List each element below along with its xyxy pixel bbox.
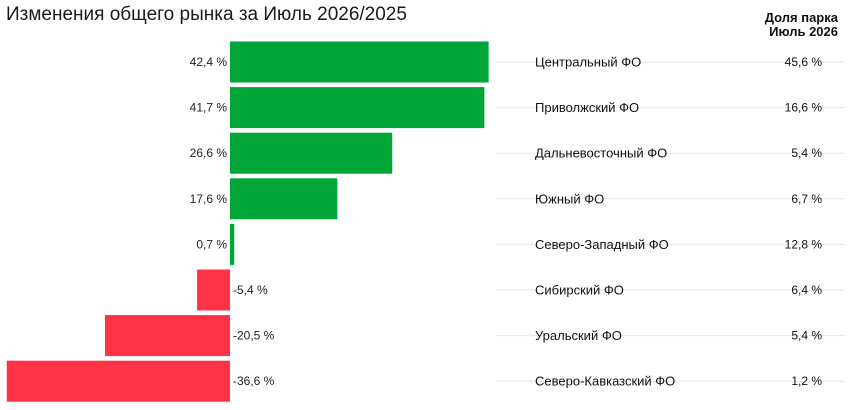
share-value: 45,6 %	[785, 55, 823, 69]
share-value: 12,8 %	[785, 237, 823, 251]
data-label: 26,6 %	[190, 146, 228, 160]
share-value: 5,4 %	[791, 146, 822, 160]
bar	[197, 269, 230, 311]
data-label: 41,7 %	[190, 101, 228, 115]
bar	[230, 178, 338, 220]
bar	[6, 360, 230, 402]
category-label: Дальневосточный ФО	[535, 146, 667, 161]
category-label: Северо-Кавказский ФО	[535, 374, 675, 389]
bar	[230, 223, 235, 265]
share-value: 16,6 %	[785, 101, 823, 115]
chart-title: Изменения общего рынка за Июль 2026/2025	[6, 4, 407, 25]
category-label: Центральный ФО	[535, 55, 641, 70]
share-value: 5,4 %	[791, 329, 822, 343]
share-header-line-1: Доля парка	[764, 10, 838, 25]
category-label: Южный ФО	[535, 191, 604, 206]
category-label: Сибирский ФО	[535, 283, 624, 298]
bar	[104, 315, 230, 357]
share-value: 1,2 %	[791, 374, 822, 388]
bar	[230, 132, 393, 174]
share-value: 6,7 %	[791, 192, 822, 206]
bar	[230, 87, 485, 129]
data-label: 0,7 %	[196, 237, 227, 251]
data-label: -36,6 %	[233, 374, 275, 388]
share-header-line-2: Июль 2026	[769, 24, 838, 39]
bar	[230, 41, 489, 83]
share-column-header: Доля парка Июль 2026	[748, 11, 838, 39]
data-label: -20,5 %	[233, 329, 275, 343]
share-value: 6,4 %	[791, 283, 822, 297]
category-label: Северо-Западный ФО	[535, 237, 669, 252]
data-label: -5,4 %	[233, 283, 268, 297]
category-label: Приволжский ФО	[535, 100, 639, 115]
category-label: Уральский ФО	[535, 328, 622, 343]
data-label: 17,6 %	[190, 192, 228, 206]
data-label: 42,4 %	[190, 55, 228, 69]
